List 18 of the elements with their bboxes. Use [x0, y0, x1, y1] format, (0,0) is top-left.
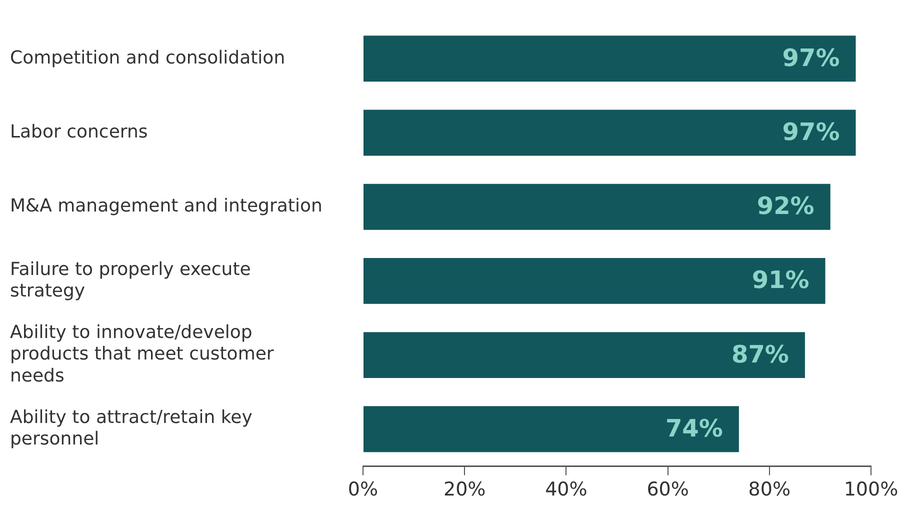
x-tick-label: 40% [545, 478, 588, 501]
y-tick-label: M&A management and integration [10, 196, 322, 217]
x-tick-label: 80% [748, 478, 791, 501]
y-tick-label: Ability to innovate/develop products that meet customer needs [10, 322, 274, 386]
y-tick-label: Labor concerns [10, 121, 148, 142]
x-tick-label: 0% [348, 478, 378, 501]
y-tick-label: Failure to properly execute strategy [10, 258, 251, 302]
x-tick-label: 100% [844, 478, 898, 501]
data-label: 92% [756, 192, 814, 220]
data-label: 87% [732, 340, 789, 368]
x-tick-label: 20% [443, 478, 486, 501]
data-label: 74% [665, 414, 723, 442]
data-label: 97% [782, 118, 840, 146]
y-tick-label: Ability to attract/retain key personnel [10, 407, 253, 450]
y-tick-label: Competition and consolidation [10, 47, 286, 68]
data-label: 97% [782, 44, 840, 72]
x-tick-label: 60% [646, 478, 689, 501]
data-label: 91% [752, 266, 810, 294]
